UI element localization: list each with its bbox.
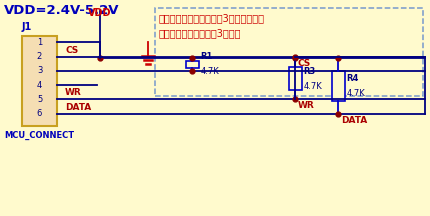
Text: WR: WR: [298, 102, 315, 110]
Bar: [185, 61, 199, 68]
Bar: [155, 8, 423, 96]
Text: 3: 3: [37, 66, 42, 75]
Text: 6: 6: [37, 109, 42, 118]
Text: 4.7K: 4.7K: [304, 82, 322, 91]
Text: MCU_CONNECT: MCU_CONNECT: [4, 131, 74, 140]
Text: DATA: DATA: [341, 116, 367, 125]
Text: 5: 5: [37, 95, 42, 104]
Text: R3: R3: [304, 67, 316, 76]
Text: R1: R1: [200, 52, 213, 61]
Text: 1: 1: [37, 38, 42, 47]
Text: WR: WR: [65, 88, 82, 97]
Bar: [22, 36, 57, 126]
Text: 芯片内部有弱上拉电阻这3个电阻可不焊: 芯片内部有弱上拉电阻这3个电阻可不焊: [159, 13, 265, 23]
Text: DATA: DATA: [65, 103, 91, 112]
Text: VDD=2.4V-5.2V: VDD=2.4V-5.2V: [4, 4, 120, 17]
Text: 4.7K: 4.7K: [347, 89, 365, 98]
Text: CS: CS: [298, 59, 311, 68]
Text: R4: R4: [347, 74, 359, 83]
Text: 4.7K: 4.7K: [200, 67, 219, 76]
Text: 2: 2: [37, 52, 42, 61]
Bar: [332, 71, 344, 101]
Bar: [289, 67, 301, 90]
Text: J1: J1: [22, 22, 32, 32]
Text: 4: 4: [37, 81, 42, 90]
Text: CS: CS: [65, 46, 78, 55]
Text: VDD: VDD: [88, 8, 112, 18]
Text: 干扰比较大时建议焊这3个电阻: 干扰比较大时建议焊这3个电阻: [159, 28, 242, 38]
